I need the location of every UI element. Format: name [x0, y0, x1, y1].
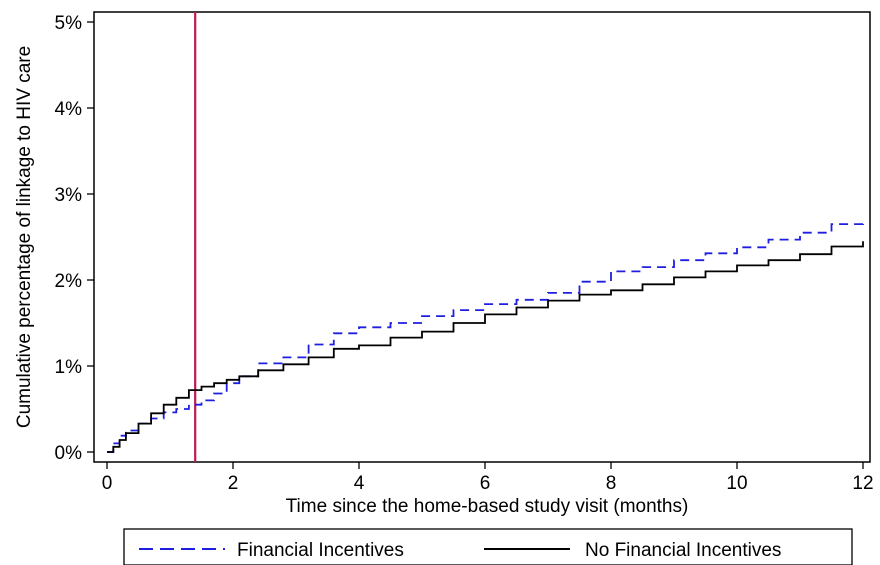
x-tick-label: 10	[726, 473, 747, 494]
legend-label-financial-incentives: Financial Incentives	[237, 540, 404, 561]
y-tick-label: 1%	[55, 357, 83, 378]
series-line-financial-incentives	[107, 219, 864, 453]
y-tick-label: 2%	[55, 271, 83, 292]
x-tick-label: 8	[606, 473, 617, 494]
x-tick-label: 6	[480, 473, 491, 494]
x-tick-label: 12	[852, 473, 873, 494]
y-axis: 0% 1% 2% 3% 4% 5%	[55, 13, 94, 464]
y-tick-label: 3%	[55, 185, 83, 206]
plot-frame	[93, 11, 871, 463]
x-tick-label: 2	[228, 473, 239, 494]
y-tick-label: 5%	[55, 13, 83, 34]
legend-frame	[123, 528, 853, 565]
y-tick-label: 0%	[55, 443, 83, 464]
legend: Financial Incentives No Financial Incent…	[123, 528, 853, 565]
x-axis-label: Time since the home-based study visit (m…	[286, 496, 689, 517]
x-axis: 0 2 4 6 8 10 12	[102, 462, 874, 494]
series-layer	[107, 219, 864, 453]
legend-label-no-financial-incentives: No Financial Incentives	[585, 540, 781, 561]
x-tick-label: 0	[102, 473, 113, 494]
series-line-no-financial-incentives	[107, 241, 864, 453]
y-axis-label: Cumulative percentage of linkage to HIV …	[14, 46, 35, 428]
y-tick-label: 4%	[55, 99, 83, 120]
x-tick-label: 4	[354, 473, 365, 494]
